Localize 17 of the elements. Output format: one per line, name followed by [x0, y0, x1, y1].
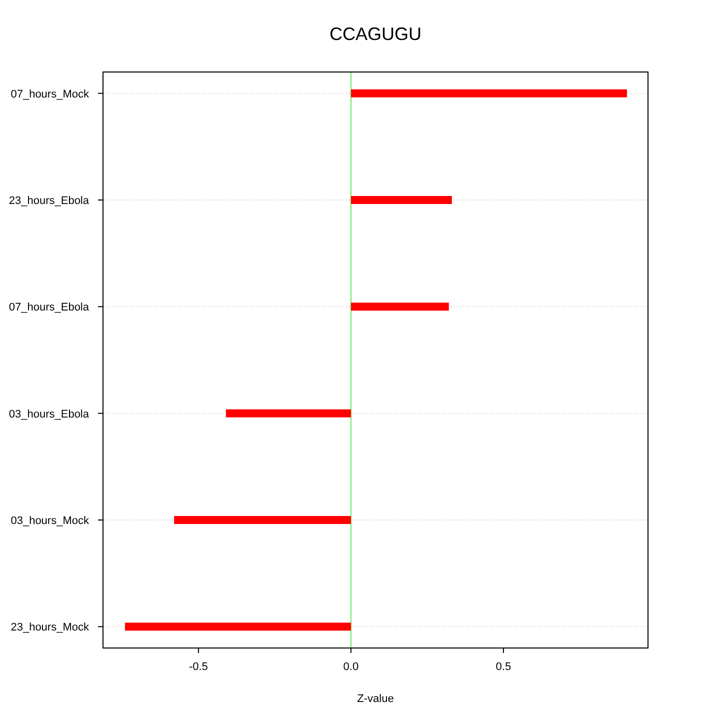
chart-title: CCAGUGU	[329, 24, 422, 44]
bar	[350, 89, 627, 98]
bar	[226, 409, 351, 418]
y-tick-label: 03_hours_Ebola	[8, 408, 90, 420]
y-tick-label: 07_hours_Mock	[10, 88, 90, 100]
bar	[174, 516, 351, 524]
y-tick-label: 03_hours_Mock	[10, 515, 90, 527]
x-tick-label: 0.5	[496, 661, 512, 673]
bar	[124, 622, 351, 631]
x-tick-label: 0.0	[343, 661, 359, 673]
bar	[350, 196, 452, 204]
x-axis-title: Z-value	[357, 693, 394, 705]
bar	[350, 302, 449, 311]
y-tick-label: 23_hours_Mock	[10, 622, 90, 634]
x-tick-label: -0.5	[188, 661, 208, 673]
y-tick-label: 23_hours_Ebola	[8, 195, 90, 207]
y-tick-label: 07_hours_Ebola	[8, 302, 90, 314]
